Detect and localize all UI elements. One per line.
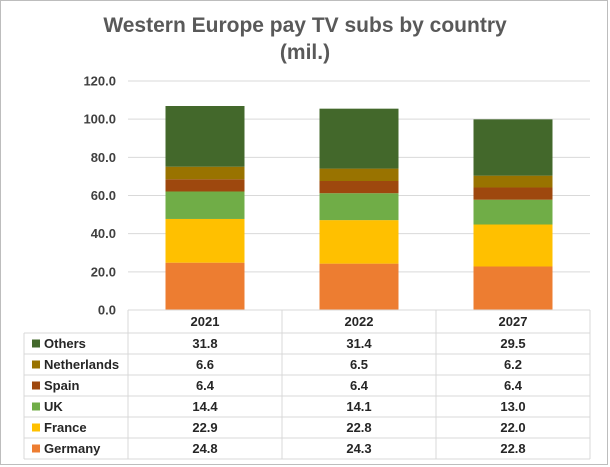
table-value: 24.3 [346, 441, 371, 456]
bar-segment-uk [165, 191, 245, 219]
chart-title: Western Europe pay TV subs by country (m… [0, 12, 610, 66]
bar-segment-germany [473, 266, 553, 310]
bar-segment-netherlands [473, 175, 553, 188]
legend-label: France [44, 420, 87, 435]
y-tick-label: 100.0 [83, 112, 116, 127]
table-value: 24.8 [192, 441, 217, 456]
y-tick-label: 0.0 [98, 303, 116, 318]
table-value: 6.4 [350, 378, 369, 393]
table-value: 6.5 [350, 357, 368, 372]
x-category-label: 2027 [499, 314, 528, 329]
legend-key-uk [32, 402, 40, 411]
bar-segment-france [473, 224, 553, 267]
legend-key-france [32, 423, 40, 432]
table-value: 31.8 [192, 336, 217, 351]
bar-segment-others [165, 105, 245, 167]
bar-segment-france [319, 220, 399, 264]
table-value: 29.5 [500, 336, 525, 351]
legend-key-spain [32, 381, 40, 390]
bar-segment-uk [473, 199, 553, 225]
table-value: 22.9 [192, 420, 217, 435]
y-tick-label: 120.0 [83, 74, 116, 89]
chart-title-line-2: (mil.) [279, 41, 331, 64]
bar-segment-germany [319, 263, 399, 310]
bar-segment-germany [165, 262, 245, 310]
table-value: 6.4 [196, 378, 215, 393]
bar-segment-spain [165, 179, 245, 192]
y-tick-label: 40.0 [91, 226, 116, 241]
x-category-label: 2021 [191, 314, 220, 329]
bar-segment-netherlands [319, 168, 399, 181]
bar-segment-others [319, 108, 399, 169]
bar-segment-netherlands [165, 166, 245, 180]
table-value: 22.8 [500, 441, 525, 456]
bar-segment-france [165, 218, 245, 263]
chart-title-line-1: Western Europe pay TV subs by country [103, 14, 507, 37]
bar-segment-spain [473, 187, 553, 200]
bar-segment-others [473, 119, 553, 176]
bar-segment-uk [319, 193, 399, 221]
x-category-label: 2022 [345, 314, 374, 329]
table-value: 22.8 [346, 420, 371, 435]
legend-label: Others [44, 336, 86, 351]
legend-label: UK [44, 399, 63, 414]
table-value: 6.2 [504, 357, 522, 372]
table-value: 14.1 [346, 399, 371, 414]
table-value: 31.4 [346, 336, 372, 351]
legend-key-germany [32, 444, 40, 453]
legend-label: Spain [44, 378, 79, 393]
legend-key-netherlands [32, 360, 40, 369]
y-tick-label: 80.0 [91, 150, 116, 165]
table-value: 13.0 [500, 399, 525, 414]
table-value: 14.4 [192, 399, 218, 414]
y-tick-label: 60.0 [91, 188, 116, 203]
legend-label: Germany [44, 441, 101, 456]
table-value: 6.4 [504, 378, 523, 393]
bar-segment-spain [319, 180, 399, 194]
table-value: 22.0 [500, 420, 525, 435]
y-tick-label: 20.0 [91, 264, 116, 279]
legend-key-others [32, 339, 40, 348]
table-value: 6.6 [196, 357, 214, 372]
legend-label: Netherlands [44, 357, 119, 372]
